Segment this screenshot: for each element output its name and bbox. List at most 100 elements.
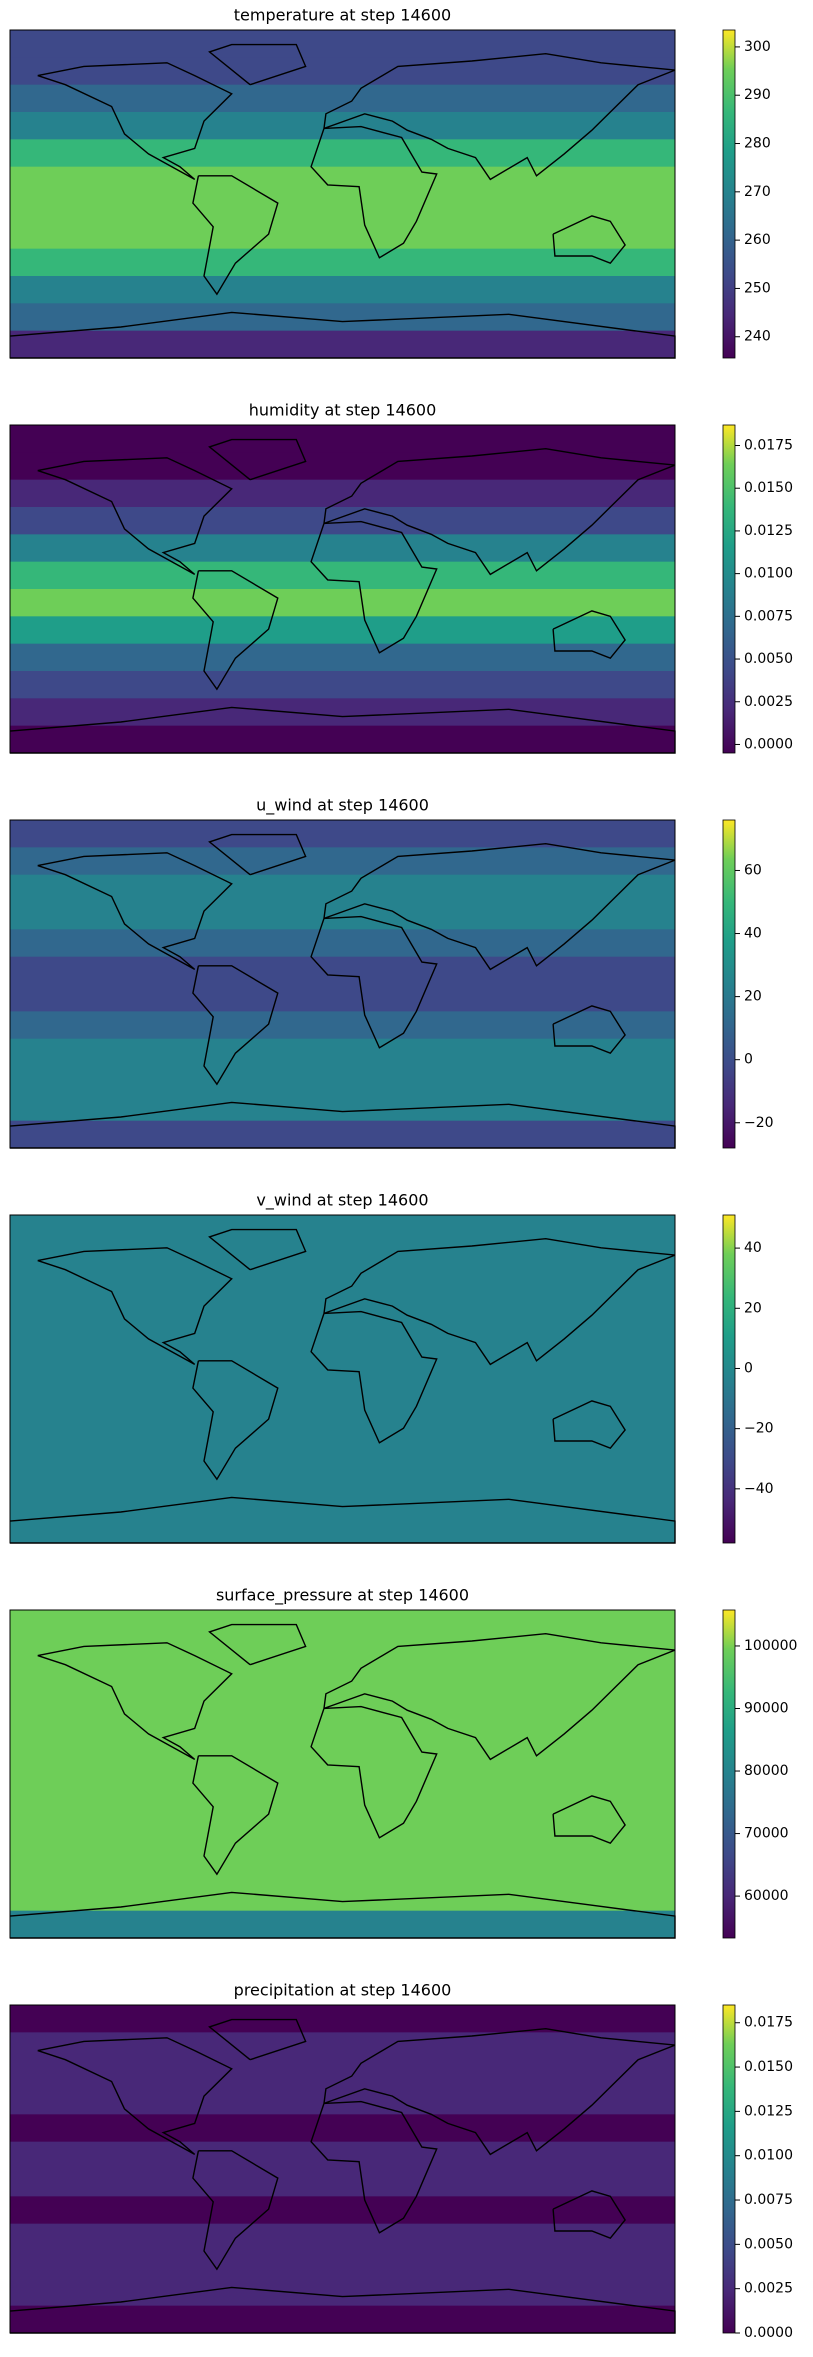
map-field <box>10 2059 675 2088</box>
panel: humidity at step 14600 0.0000 0.0025 0.0050… <box>9 401 793 754</box>
colorbar-tick-label: 0.0175 <box>744 438 793 454</box>
colorbar <box>722 819 736 1149</box>
colorbar <box>722 1609 736 1939</box>
coastline <box>310 1310 438 1444</box>
map-frame <box>9 424 676 754</box>
coastline <box>552 1400 626 1450</box>
coastline <box>192 175 279 296</box>
colorbar-tick-label: 250 <box>744 280 771 296</box>
colorbar-tick-label: 40 <box>744 926 762 942</box>
panel: precipitation at step 14600 0.0000 0.0025 0… <box>9 1981 793 2341</box>
coastline <box>37 1247 233 1366</box>
map-field <box>10 1637 675 1666</box>
colorbar-tick-label: 270 <box>744 184 771 200</box>
coastline <box>192 1360 279 1481</box>
chart-title: surface_pressure at step 14600 <box>216 1586 469 1606</box>
map-field <box>10 929 675 958</box>
colorbar-tick-label: 290 <box>744 87 771 103</box>
chart-title: humidity at step 14600 <box>249 401 437 420</box>
map-field <box>10 847 675 876</box>
map-field <box>10 30 675 58</box>
map-field <box>10 84 675 113</box>
map-field <box>10 1883 675 1912</box>
coastline <box>552 610 626 660</box>
panel: u_wind at step 14600 −20 0 20 40 60 <box>9 796 774 1149</box>
chart-title: precipitation at step 14600 <box>234 1981 452 2000</box>
map-field <box>10 303 675 332</box>
map-field <box>10 2141 675 2170</box>
colorbar-tick-label: 260 <box>744 232 771 248</box>
map-field <box>10 1719 675 1748</box>
map-field <box>10 2005 675 2033</box>
map-field <box>10 221 675 250</box>
coastline <box>208 1228 307 1271</box>
map-field <box>10 820 675 848</box>
chart-title: temperature at step 14600 <box>234 6 451 25</box>
colorbar-tick-label: 0.0000 <box>744 736 793 752</box>
coastline <box>323 1632 676 1761</box>
colorbar <box>722 424 736 754</box>
colorbar-tick-label: 0.0100 <box>744 566 793 582</box>
coastline <box>208 1623 307 1666</box>
colorbar-tick-label: 60 <box>744 862 762 878</box>
map-field <box>10 1011 675 1040</box>
coastline <box>552 1795 626 1845</box>
colorbar-tick-label: −40 <box>744 1481 774 1497</box>
map-field <box>10 671 675 699</box>
map-field <box>10 112 675 140</box>
coastline <box>208 438 307 481</box>
panel: surface_pressure at step 14600 60000 70000… <box>9 1586 797 1939</box>
map-field <box>10 1038 675 1067</box>
map-field <box>10 1269 675 1298</box>
colorbar-tick-label: 0.0075 <box>744 2192 793 2208</box>
coastline <box>552 1005 626 1055</box>
colorbar-tick-label: 60000 <box>744 1888 789 1904</box>
map-field <box>10 616 675 645</box>
map-field <box>10 57 675 86</box>
map-field <box>10 452 675 481</box>
coastline <box>37 457 233 576</box>
map-field <box>10 2032 675 2061</box>
coastline <box>208 2018 307 2061</box>
colorbar-tick-label: 300 <box>744 39 771 55</box>
coastline <box>552 2190 626 2240</box>
map-field <box>10 1515 675 1544</box>
colorbar-tick-label: 0.0025 <box>744 694 793 710</box>
map-field <box>10 1910 675 1939</box>
map-field <box>10 1692 675 1720</box>
map-field <box>10 874 675 903</box>
panel: v_wind at step 14600 −40 −20 0 20 40 <box>9 1191 774 1544</box>
coastline <box>323 842 676 971</box>
map-field <box>10 1801 675 1830</box>
coastline <box>323 1237 676 1366</box>
map-field <box>10 425 675 453</box>
coastline <box>323 2027 676 2156</box>
colorbar-tick-label: 100000 <box>744 1638 797 1654</box>
coastline <box>192 965 279 1086</box>
colorbar-tick-label: 70000 <box>744 1826 789 1842</box>
colorbar-tick-label: −20 <box>744 1421 774 1437</box>
map-field <box>10 561 675 590</box>
chart-title: v_wind at step 14600 <box>256 1191 428 1211</box>
coastline <box>310 2100 438 2234</box>
colorbar-tick-label: 0 <box>744 1360 753 1376</box>
map-field <box>10 1664 675 1693</box>
map-field <box>10 2251 675 2279</box>
chart-title: u_wind at step 14600 <box>256 796 429 816</box>
colorbar-tick-label: 0.0075 <box>744 608 793 624</box>
coastline <box>323 52 676 181</box>
coastline <box>208 833 307 876</box>
map-field <box>10 1828 675 1857</box>
colorbar-tick-label: 240 <box>744 329 771 345</box>
coastline <box>192 2150 279 2271</box>
colorbar-tick-label: 90000 <box>744 1700 789 1716</box>
map-field <box>10 2305 675 2334</box>
map-field <box>10 1433 675 1462</box>
map-field <box>10 248 675 277</box>
map-field <box>10 1297 675 1325</box>
colorbar-tick-label: 0.0000 <box>744 2325 793 2341</box>
map-field <box>10 1774 675 1802</box>
colorbar-tick-label: 80000 <box>744 1763 789 1779</box>
colorbar-tick-label: 0.0150 <box>744 480 793 496</box>
